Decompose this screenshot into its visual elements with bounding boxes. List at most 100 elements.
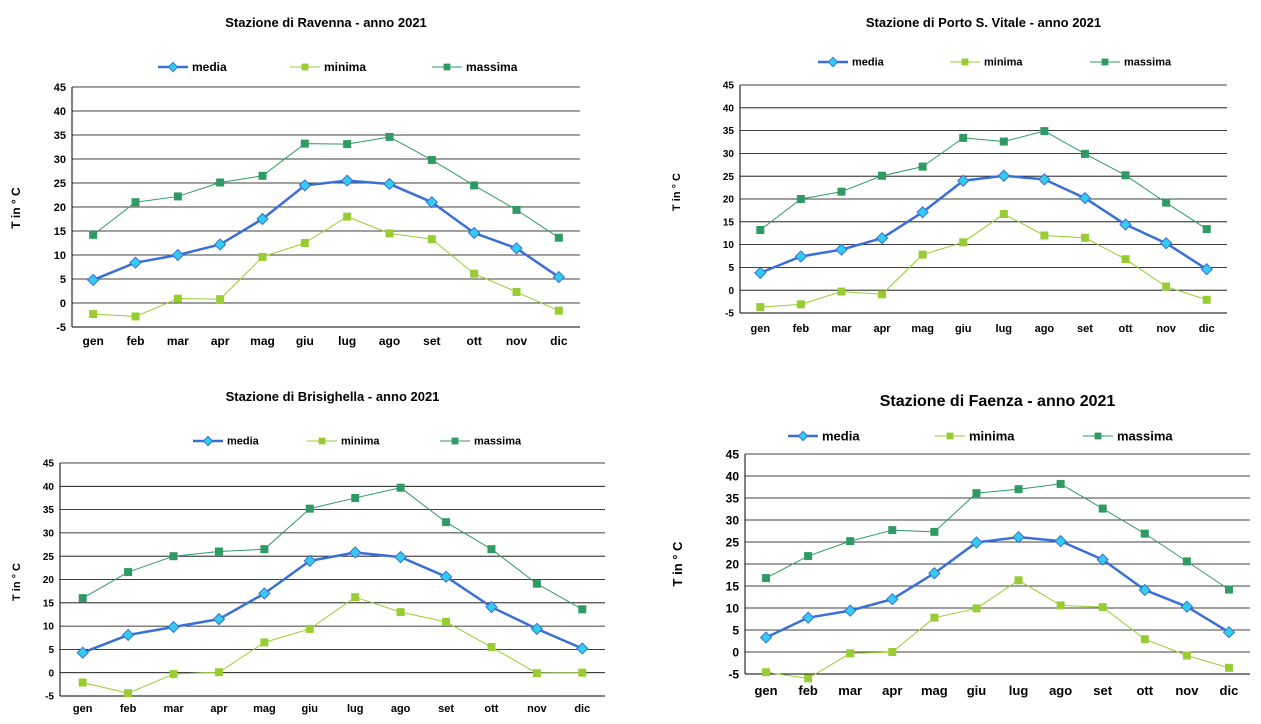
chart-svg: Stazione di Porto S. Vitale - anno 2021 m… (671, 15, 1227, 335)
y-tick-label: -5 (56, 322, 66, 334)
chart-title: Stazione di Porto S. Vitale - anno 2021 (866, 15, 1101, 30)
y-tick-label: 25 (43, 552, 55, 563)
data-point-minima (1202, 295, 1211, 304)
data-point-massima (878, 171, 887, 180)
data-point-massima (396, 483, 405, 492)
data-point-massima (173, 192, 182, 201)
data-point-media (467, 226, 481, 240)
data-point-minima (258, 252, 267, 261)
data-point-massima (804, 552, 813, 561)
series-line-massima (765, 483, 1230, 590)
data-point-massima (554, 233, 563, 242)
y-tick-label: 35 (723, 126, 735, 137)
legend-marker (318, 437, 326, 445)
legend-item-massima: massima (440, 436, 522, 448)
data-point-media (340, 174, 354, 187)
series-media (76, 546, 589, 659)
x-tick-label: feb (798, 683, 818, 698)
data-point-minima (930, 613, 939, 622)
x-tick-label: dic (1199, 323, 1215, 335)
data-point-minima (78, 678, 87, 687)
data-point-massima (351, 493, 360, 502)
data-point-media (121, 628, 135, 642)
x-tick-label: feb (793, 323, 810, 335)
data-point-minima (1182, 651, 1191, 660)
data-point-minima (512, 287, 521, 296)
legend-item-media: media (788, 428, 860, 443)
x-tick-label: gen (754, 683, 777, 698)
data-point-massima (131, 198, 140, 207)
legend-marker (301, 63, 309, 71)
data-point-media (844, 604, 857, 617)
legend-item-minima: minima (935, 428, 1015, 443)
data-point-media (530, 622, 544, 636)
x-tick-label: mar (831, 323, 852, 335)
x-tick-label: dic (550, 334, 568, 348)
data-point-media (576, 642, 589, 655)
x-tick-label: apr (873, 323, 891, 335)
gridlines (60, 462, 605, 697)
data-point-massima (1080, 149, 1089, 158)
data-point-media (754, 266, 767, 280)
x-tick-label: giu (302, 703, 319, 715)
x-tick-label: gen (751, 323, 771, 335)
data-point-minima (351, 593, 360, 602)
x-tick-label: mar (167, 334, 189, 348)
y-tick-label: 5 (48, 645, 54, 656)
data-point-media (928, 567, 941, 580)
chart-title: Stazione di Ravenna - anno 2021 (225, 15, 427, 30)
data-point-minima (796, 300, 805, 309)
series-minima (756, 210, 1211, 312)
data-point-massima (442, 518, 451, 527)
y-tick-label: 25 (723, 172, 735, 183)
x-tick-label: dic (574, 703, 590, 715)
x-tick-label: ott (1136, 683, 1153, 698)
data-point-minima (89, 310, 98, 319)
data-point-massima (918, 162, 927, 171)
data-point-minima (972, 604, 981, 613)
data-point-minima (131, 312, 140, 321)
y-tick-label: 45 (726, 447, 740, 461)
series-media (86, 174, 566, 287)
legend-label-massima: massima (1117, 428, 1173, 443)
x-tick-label: set (1077, 323, 1093, 335)
series-media (754, 169, 1213, 280)
chart-brisighella: Stazione di Brisighella - anno 2021 media… (0, 362, 630, 724)
y-tick-label: 10 (43, 622, 55, 633)
series-massima (78, 483, 587, 614)
y-tick-label: 30 (723, 149, 735, 160)
data-point-massima (796, 195, 805, 203)
data-point-media (552, 270, 566, 284)
data-point-media (801, 611, 815, 624)
x-tick-label: lug (347, 703, 364, 715)
data-point-minima (427, 235, 436, 244)
data-point-massima (1224, 585, 1233, 594)
data-point-massima (888, 526, 897, 535)
legend-label-massima: massima (1124, 57, 1172, 69)
data-point-massima (532, 579, 541, 588)
data-point-media (256, 212, 269, 226)
data-point-media (213, 238, 227, 251)
data-point-massima (487, 545, 496, 554)
x-tick-label: giu (967, 683, 987, 698)
legend-marker (167, 61, 179, 73)
data-point-massima (1182, 557, 1191, 566)
legend-marker (451, 437, 459, 445)
chart-svg: Stazione di Faenza - anno 2021 media minim… (670, 393, 1250, 698)
legend-label-minima: minima (984, 57, 1023, 69)
data-point-minima (756, 303, 765, 312)
y-axis-label: T in ° C (11, 563, 23, 601)
y-tick-label: 30 (54, 154, 66, 166)
data-point-minima (260, 638, 269, 647)
data-point-minima (804, 674, 813, 683)
y-tick-label: 45 (723, 81, 735, 92)
legend-item-media: media (193, 436, 260, 448)
legend-marker (443, 63, 451, 71)
data-point-media (1222, 625, 1236, 639)
x-tick-label: lug (1009, 683, 1029, 698)
y-tick-label: 40 (43, 482, 55, 493)
data-point-massima (305, 504, 314, 513)
data-point-massima (846, 537, 855, 546)
x-tick-label: mag (921, 683, 948, 698)
series-massima (762, 479, 1233, 594)
